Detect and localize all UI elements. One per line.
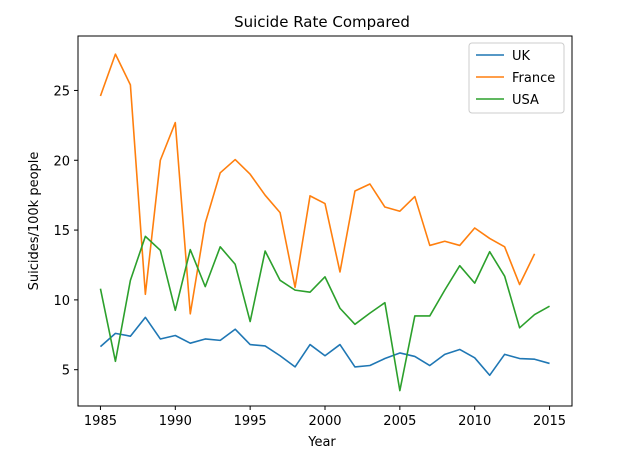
- y-axis-label: Suicides/100k people: [27, 152, 42, 291]
- y-tick-label: 20: [53, 154, 70, 169]
- legend-label: France: [512, 71, 555, 86]
- y-tick-label: 5: [62, 364, 70, 379]
- x-axis: 1985 1990 1995 2000 2005 2010 2015: [84, 406, 566, 429]
- y-tick-label: 15: [53, 224, 70, 239]
- series-line-france: [99, 53, 536, 315]
- y-tick-label: 25: [53, 84, 70, 99]
- legend: UK France USA: [468, 42, 565, 114]
- x-tick-label: 1995: [234, 414, 267, 429]
- x-tick-label: 2015: [533, 414, 566, 429]
- chart-title: Suicide Rate Compared: [234, 13, 410, 31]
- x-axis-label: Year: [307, 435, 336, 450]
- x-tick-label: 1990: [159, 414, 192, 429]
- x-tick-label: 2000: [308, 414, 341, 429]
- x-tick-label: 1985: [84, 414, 117, 429]
- x-tick-label: 2010: [458, 414, 491, 429]
- series-lines: [99, 53, 550, 392]
- x-tick-label: 2005: [383, 414, 416, 429]
- y-axis: 5 10 15 20 25: [53, 84, 78, 379]
- legend-label: UK: [512, 49, 531, 64]
- y-tick-label: 10: [53, 294, 70, 309]
- legend-label: USA: [512, 93, 539, 108]
- series-line-usa: [99, 235, 550, 392]
- legend-box: [468, 42, 565, 114]
- series-line-uk: [99, 316, 550, 377]
